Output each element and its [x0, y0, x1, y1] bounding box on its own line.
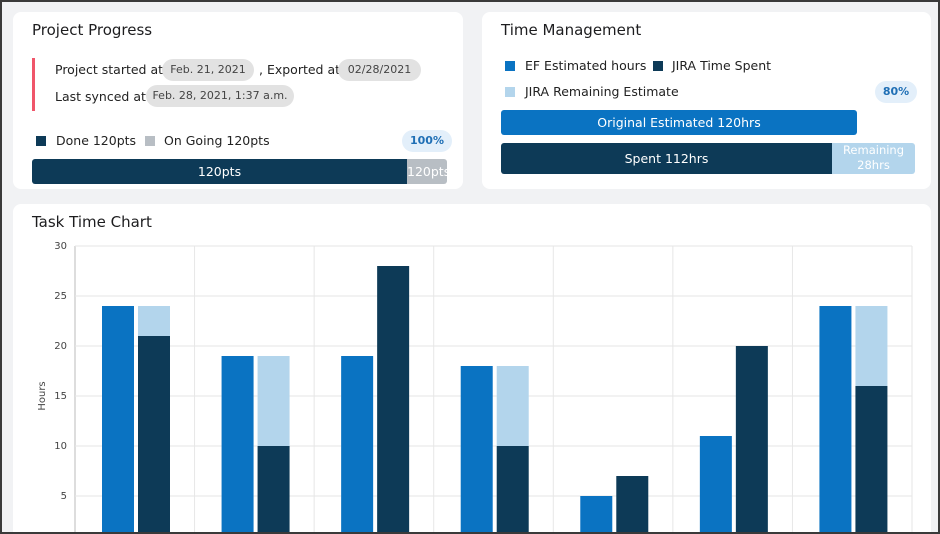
- bar: [138, 306, 170, 336]
- y-tick-label: 10: [54, 441, 67, 452]
- bar: [460, 366, 493, 532]
- bar: [257, 446, 290, 532]
- legend-swatch: [505, 61, 515, 71]
- y-tick-label: 5: [61, 491, 67, 502]
- legend-label: EF Estimated hours: [525, 58, 647, 73]
- label: , Exported at: [259, 62, 341, 77]
- y-tick-label: 20: [54, 341, 67, 352]
- bar: [496, 366, 529, 446]
- bar: [138, 336, 170, 532]
- remaining-label: 28hrs: [857, 158, 890, 172]
- bar: [221, 356, 254, 532]
- card-title: Time Management: [501, 21, 642, 39]
- y-tick-label: 25: [54, 291, 67, 302]
- bar: [699, 436, 732, 532]
- legend-swatch: [653, 61, 663, 71]
- date-pill: Feb. 28, 2021, 1:37 a.m.: [146, 85, 294, 107]
- bar: [735, 346, 768, 532]
- bar: [580, 496, 613, 532]
- accent-bar: [32, 58, 35, 111]
- remaining-bar: Remaining 28hrs: [832, 143, 915, 174]
- date-pill: Feb. 21, 2021: [162, 59, 254, 81]
- bar: [819, 306, 852, 532]
- bar: [616, 476, 649, 532]
- percent-badge: 80%: [875, 81, 917, 103]
- spent-bar: Spent 112hrs: [501, 143, 832, 174]
- bar: [257, 356, 290, 446]
- label: Project started at: [55, 62, 164, 77]
- percent-badge: 100%: [402, 130, 452, 152]
- bar: [496, 446, 529, 532]
- date-pill: 02/28/2021: [338, 59, 421, 81]
- bar: [341, 356, 374, 532]
- bar: [102, 306, 134, 532]
- bar: [377, 266, 410, 532]
- y-tick-label: 15: [54, 391, 67, 402]
- bar: [855, 386, 888, 532]
- legend-label: JIRA Remaining Estimate: [525, 84, 679, 99]
- y-axis-label: Hours: [37, 381, 48, 410]
- y-tick-label: 30: [54, 241, 67, 252]
- bar: [855, 306, 888, 386]
- chart-title: Task Time Chart: [32, 213, 152, 231]
- legend-label: JIRA Time Spent: [672, 58, 772, 73]
- done-bar: 120pts: [32, 159, 407, 184]
- legend-swatch: [505, 87, 515, 97]
- legend-label: On Going 120pts: [164, 133, 270, 148]
- card-title: Project Progress: [32, 21, 153, 39]
- legend-label: Done 120pts: [56, 133, 137, 148]
- original-bar: Original Estimated 120hrs: [501, 110, 857, 135]
- ongoing-bar: 120pts: [407, 159, 450, 184]
- label: Last synced at: [55, 89, 146, 104]
- legend-swatch: [36, 136, 46, 146]
- legend-swatch: [145, 136, 155, 146]
- remaining-label: Remaining: [842, 143, 905, 157]
